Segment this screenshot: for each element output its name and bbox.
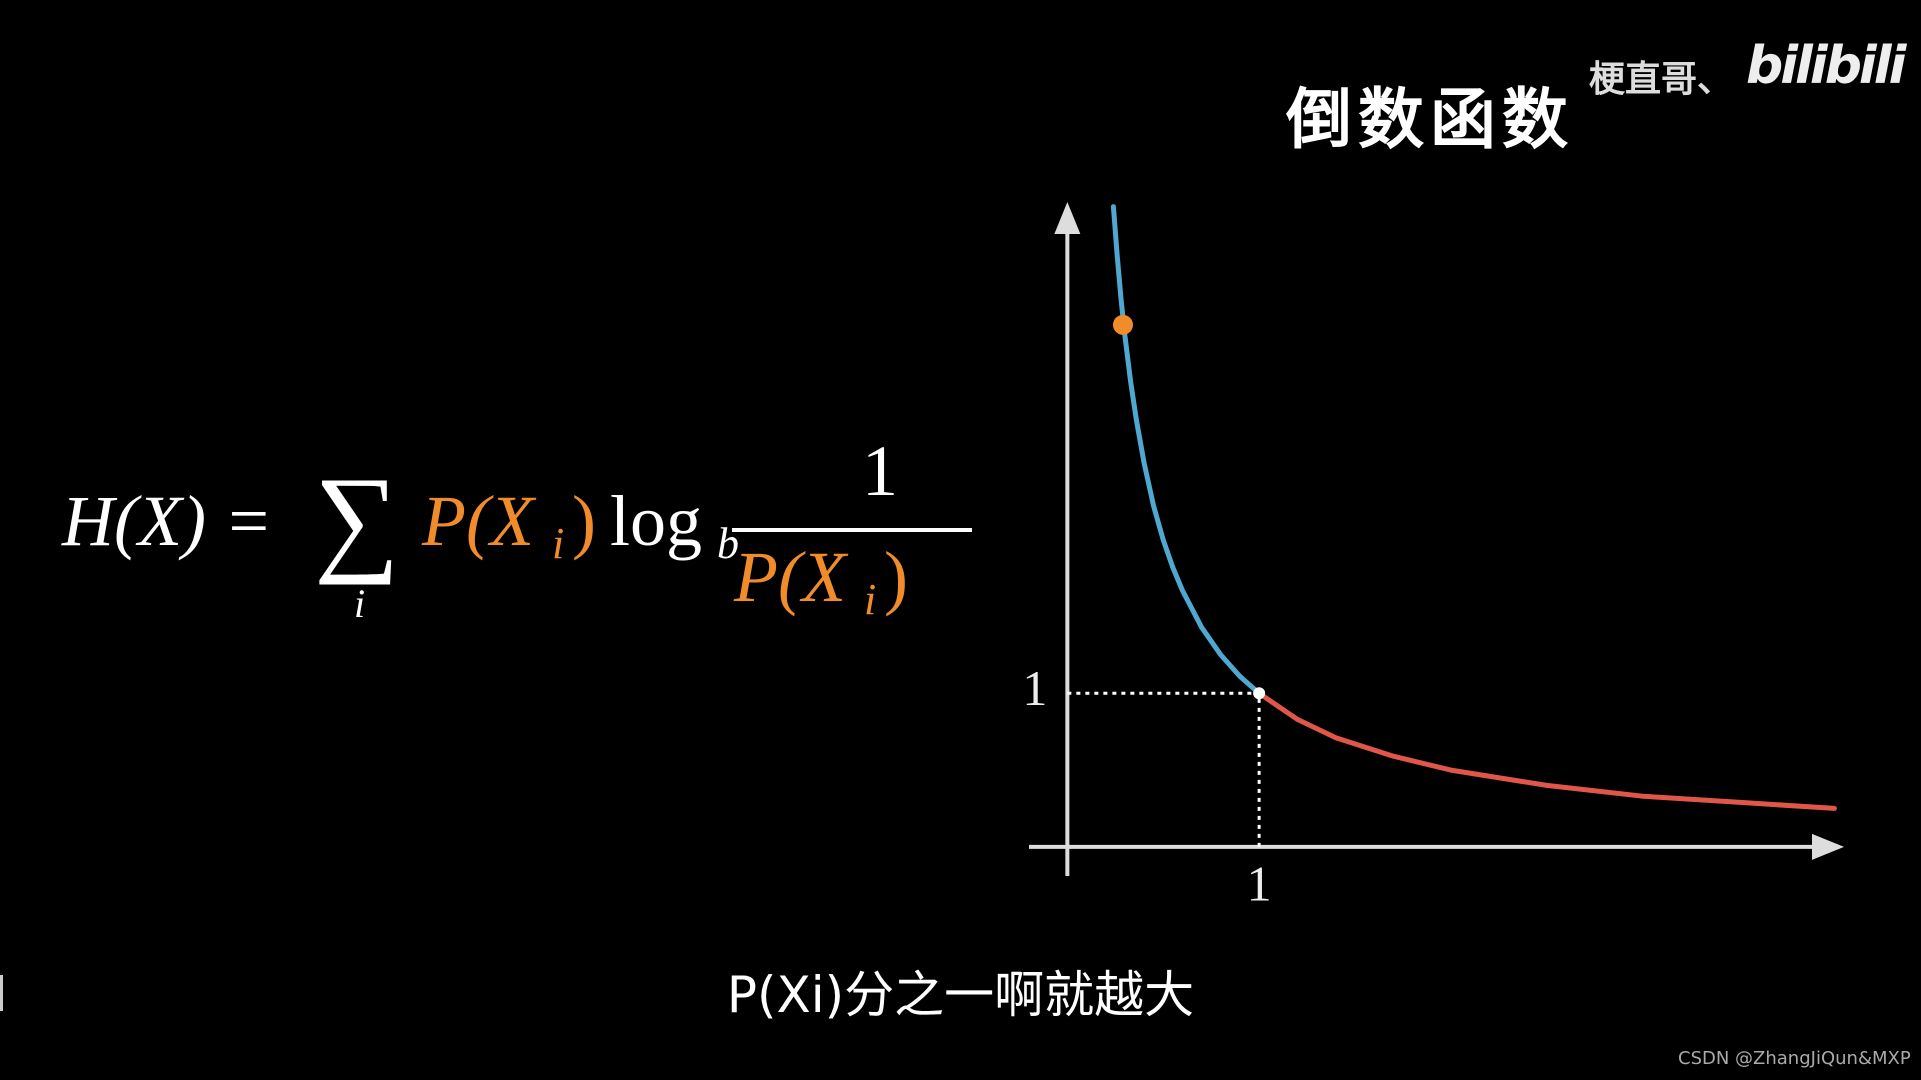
formula-sum-index: i (354, 581, 366, 626)
formula-denominator-close: ) (884, 537, 908, 617)
curve (1256, 690, 1837, 811)
title: 倒数函数 (1286, 80, 1574, 158)
x-tick-label: 1 (1247, 855, 1272, 911)
credit: CSDN @ZhangJiQun&MXP (1678, 1048, 1911, 1069)
formula-lhs: H(X) = (62, 481, 273, 561)
curve (1110, 204, 1262, 696)
y-tick-label: 1 (1022, 660, 1047, 716)
watermark-author: 梗直哥、 (1589, 59, 1734, 100)
fraction-bar (732, 528, 972, 532)
highlight-point (1112, 314, 1133, 335)
formula-sum: ∑ (314, 452, 400, 585)
marker-point (1253, 687, 1266, 700)
formula-term-sub: i (552, 519, 565, 568)
y-axis-arrow (1054, 202, 1081, 234)
edge-bar (0, 975, 3, 1011)
watermark-site: bilibili (1746, 36, 1906, 96)
subtitle: P(Xi)分之一啊就越大 (726, 966, 1195, 1024)
formula-term-close: ) (572, 481, 596, 561)
formula-numerator: 1 (862, 431, 898, 511)
formula-log: log (610, 481, 703, 561)
x-axis-arrow (1812, 833, 1844, 860)
formula-denominator: P(X (734, 537, 846, 617)
formula-denominator-sub: i (864, 575, 877, 624)
formula-term: P(X (422, 481, 534, 561)
